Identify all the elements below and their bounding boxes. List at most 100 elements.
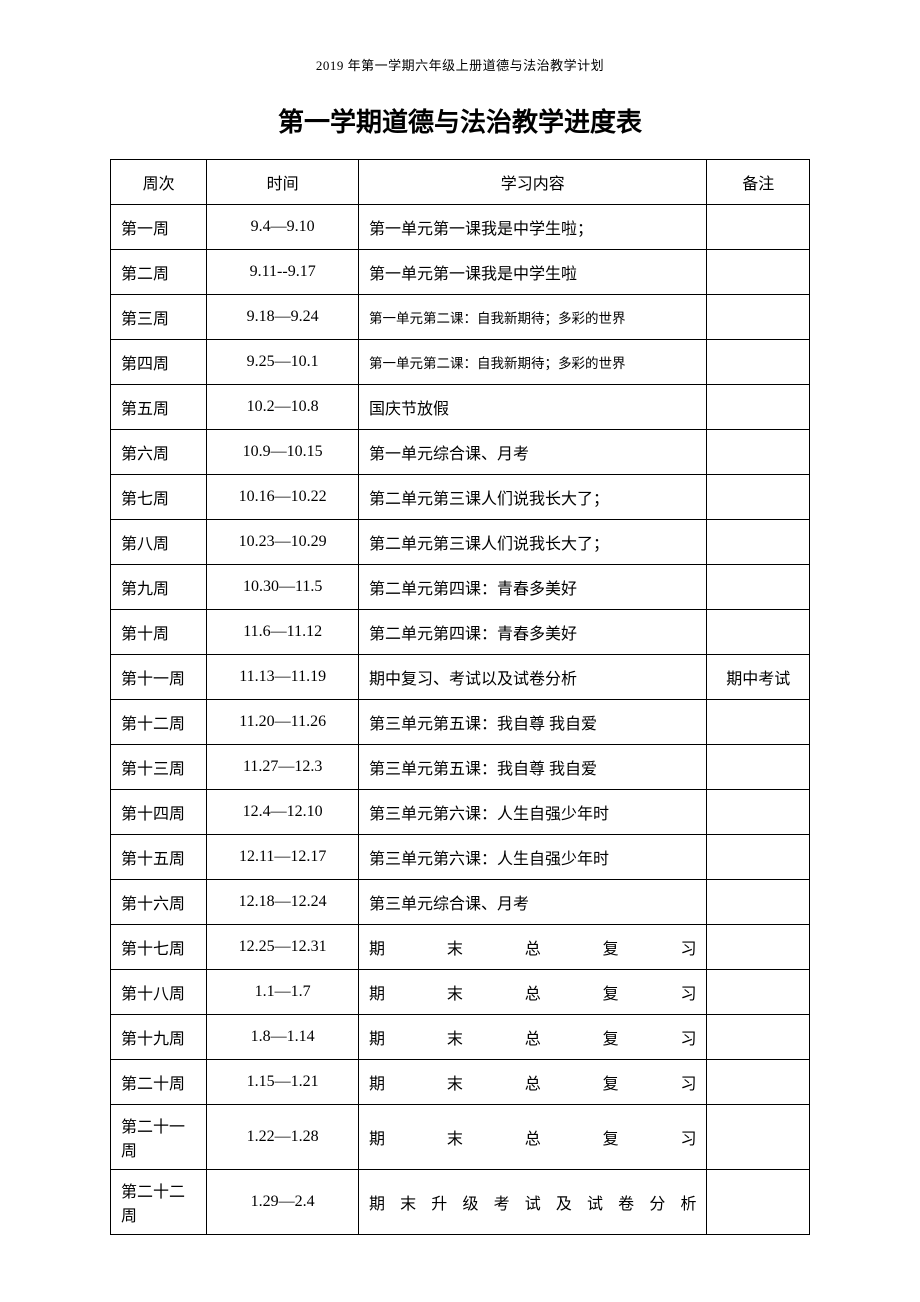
cell-time: 12.4—12.10 [207, 790, 359, 835]
cell-time: 9.25—10.1 [207, 340, 359, 385]
cell-content: 第一单元综合课、月考 [359, 430, 707, 475]
cell-time: 10.23—10.29 [207, 520, 359, 565]
cell-time: 9.11--9.17 [207, 250, 359, 295]
cell-week: 第十九周 [111, 1015, 207, 1060]
cell-content: 第二单元第三课人们说我长大了； [359, 475, 707, 520]
cell-time: 1.8—1.14 [207, 1015, 359, 1060]
cell-week: 第六周 [111, 430, 207, 475]
cell-content: 第一单元第一课我是中学生啦 [359, 250, 707, 295]
cell-note [707, 475, 810, 520]
table-row: 第十八周1.1—1.7期末总复习 [111, 970, 810, 1015]
cell-content: 期末总复习 [359, 925, 707, 970]
cell-content: 第三单元第六课：人生自强少年时 [359, 835, 707, 880]
cell-content: 第二单元第三课人们说我长大了； [359, 520, 707, 565]
table-row: 第十六周12.18—12.24第三单元综合课、月考 [111, 880, 810, 925]
cell-content: 第三单元第五课：我自尊 我自爱 [359, 745, 707, 790]
cell-time: 9.18—9.24 [207, 295, 359, 340]
cell-week: 第一周 [111, 205, 207, 250]
table-row: 第七周10.16—10.22第二单元第三课人们说我长大了； [111, 475, 810, 520]
cell-week: 第十六周 [111, 880, 207, 925]
cell-week: 第十周 [111, 610, 207, 655]
cell-time: 10.9—10.15 [207, 430, 359, 475]
cell-time: 9.4—9.10 [207, 205, 359, 250]
table-row: 第九周10.30—11.5第二单元第四课：青春多美好 [111, 565, 810, 610]
table-row: 第二周9.11--9.17第一单元第一课我是中学生啦 [111, 250, 810, 295]
cell-note [707, 295, 810, 340]
cell-note [707, 835, 810, 880]
cell-note [707, 1060, 810, 1105]
table-row: 第十三周11.27—12.3第三单元第五课：我自尊 我自爱 [111, 745, 810, 790]
cell-time: 12.11—12.17 [207, 835, 359, 880]
cell-note [707, 565, 810, 610]
cell-note [707, 430, 810, 475]
cell-week: 第十四周 [111, 790, 207, 835]
cell-content: 期末升级考试及试卷分析 [359, 1170, 707, 1235]
cell-note [707, 340, 810, 385]
cell-week: 第八周 [111, 520, 207, 565]
cell-note [707, 1170, 810, 1235]
cell-time: 1.22—1.28 [207, 1105, 359, 1170]
cell-content: 第三单元综合课、月考 [359, 880, 707, 925]
cell-time: 12.25—12.31 [207, 925, 359, 970]
table-row: 第十九周1.8—1.14期末总复习 [111, 1015, 810, 1060]
cell-week: 第二周 [111, 250, 207, 295]
cell-week: 第十三周 [111, 745, 207, 790]
table-body: 第一周9.4—9.10第一单元第一课我是中学生啦；第二周9.11--9.17第一… [111, 205, 810, 1235]
cell-note [707, 250, 810, 295]
table-row: 第十二周11.20—11.26第三单元第五课：我自尊 我自爱 [111, 700, 810, 745]
cell-week: 第四周 [111, 340, 207, 385]
col-header-week: 周次 [111, 160, 207, 205]
table-row: 第四周9.25—10.1第一单元第二课：自我新期待；多彩的世界 [111, 340, 810, 385]
cell-content: 第二单元第四课：青春多美好 [359, 565, 707, 610]
col-header-note: 备注 [707, 160, 810, 205]
cell-note [707, 385, 810, 430]
table-row: 第二十二周1.29—2.4期末升级考试及试卷分析 [111, 1170, 810, 1235]
cell-content: 期末总复习 [359, 1060, 707, 1105]
cell-week: 第二十周 [111, 1060, 207, 1105]
cell-time: 10.2—10.8 [207, 385, 359, 430]
schedule-table: 周次 时间 学习内容 备注 第一周9.4—9.10第一单元第一课我是中学生啦；第… [110, 159, 810, 1235]
cell-content: 第一单元第二课：自我新期待；多彩的世界 [359, 340, 707, 385]
cell-note [707, 925, 810, 970]
cell-content: 第二单元第四课：青春多美好 [359, 610, 707, 655]
table-row: 第二十一周1.22—1.28期末总复习 [111, 1105, 810, 1170]
cell-note [707, 970, 810, 1015]
cell-content: 第三单元第六课：人生自强少年时 [359, 790, 707, 835]
cell-content: 第一单元第一课我是中学生啦； [359, 205, 707, 250]
cell-week: 第十二周 [111, 700, 207, 745]
cell-time: 11.13—11.19 [207, 655, 359, 700]
table-row: 第八周10.23—10.29第二单元第三课人们说我长大了； [111, 520, 810, 565]
col-header-time: 时间 [207, 160, 359, 205]
cell-note: 期中考试 [707, 655, 810, 700]
cell-content: 期末总复习 [359, 970, 707, 1015]
cell-time: 12.18—12.24 [207, 880, 359, 925]
cell-time: 11.27—12.3 [207, 745, 359, 790]
cell-time: 1.29—2.4 [207, 1170, 359, 1235]
table-header-row: 周次 时间 学习内容 备注 [111, 160, 810, 205]
cell-content: 期末总复习 [359, 1105, 707, 1170]
cell-week: 第十七周 [111, 925, 207, 970]
cell-content: 国庆节放假 [359, 385, 707, 430]
table-row: 第十五周12.11—12.17第三单元第六课：人生自强少年时 [111, 835, 810, 880]
table-row: 第三周9.18—9.24第一单元第二课：自我新期待；多彩的世界 [111, 295, 810, 340]
cell-content: 第三单元第五课：我自尊 我自爱 [359, 700, 707, 745]
cell-note [707, 610, 810, 655]
cell-time: 1.1—1.7 [207, 970, 359, 1015]
cell-note [707, 790, 810, 835]
cell-week: 第二十一周 [111, 1105, 207, 1170]
cell-content: 期中复习、考试以及试卷分析 [359, 655, 707, 700]
col-header-content: 学习内容 [359, 160, 707, 205]
cell-week: 第二十二周 [111, 1170, 207, 1235]
cell-note [707, 205, 810, 250]
cell-time: 11.20—11.26 [207, 700, 359, 745]
cell-note [707, 745, 810, 790]
table-row: 第十七周12.25—12.31期末总复习 [111, 925, 810, 970]
header-note: 2019 年第一学期六年级上册道德与法治教学计划 [110, 55, 810, 74]
cell-week: 第十八周 [111, 970, 207, 1015]
cell-note [707, 1105, 810, 1170]
cell-week: 第十五周 [111, 835, 207, 880]
cell-time: 10.30—11.5 [207, 565, 359, 610]
cell-week: 第十一周 [111, 655, 207, 700]
cell-time: 10.16—10.22 [207, 475, 359, 520]
table-row: 第一周9.4—9.10第一单元第一课我是中学生啦； [111, 205, 810, 250]
